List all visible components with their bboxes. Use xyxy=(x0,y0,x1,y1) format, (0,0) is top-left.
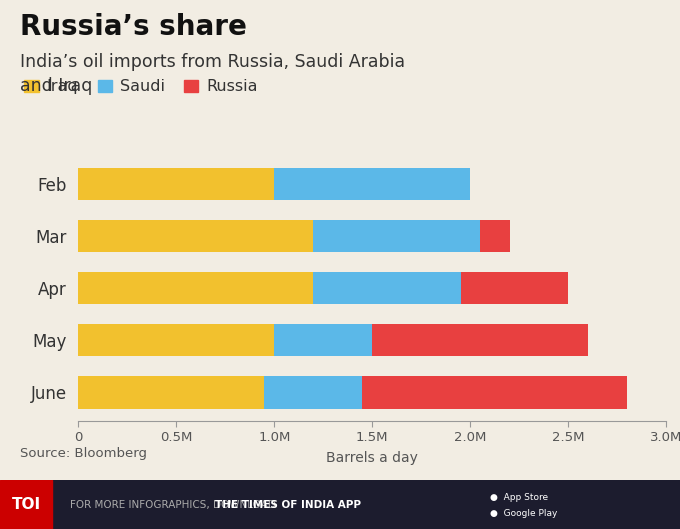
Text: FOR MORE INFOGRAPHICS, DOWNLOAD: FOR MORE INFOGRAPHICS, DOWNLOAD xyxy=(70,500,279,509)
Text: Source: Bloomberg: Source: Bloomberg xyxy=(20,447,148,460)
Text: TOI: TOI xyxy=(12,497,41,512)
Bar xyxy=(0,480,52,529)
Bar xyxy=(313,272,460,304)
Bar xyxy=(460,272,568,304)
Bar xyxy=(78,272,313,304)
Bar xyxy=(78,220,313,252)
Text: ●  App Store: ● App Store xyxy=(490,492,548,501)
Text: THE TIMES OF INDIA APP: THE TIMES OF INDIA APP xyxy=(215,500,361,509)
Bar xyxy=(313,220,480,252)
Bar xyxy=(274,324,372,357)
Bar xyxy=(78,376,265,408)
Bar xyxy=(372,324,588,357)
Text: Russia’s share: Russia’s share xyxy=(20,13,248,41)
Text: India’s oil imports from Russia, Saudi Arabia
and Iraq: India’s oil imports from Russia, Saudi A… xyxy=(20,53,405,95)
Bar xyxy=(78,168,274,200)
Bar xyxy=(265,376,362,408)
Text: ●  Google Play: ● Google Play xyxy=(490,508,558,517)
X-axis label: Barrels a day: Barrels a day xyxy=(326,451,418,465)
Bar xyxy=(480,220,509,252)
Legend: Iraq, Saudi, Russia: Iraq, Saudi, Russia xyxy=(24,79,258,94)
Bar xyxy=(78,324,274,357)
Bar xyxy=(274,168,471,200)
Bar xyxy=(362,376,627,408)
